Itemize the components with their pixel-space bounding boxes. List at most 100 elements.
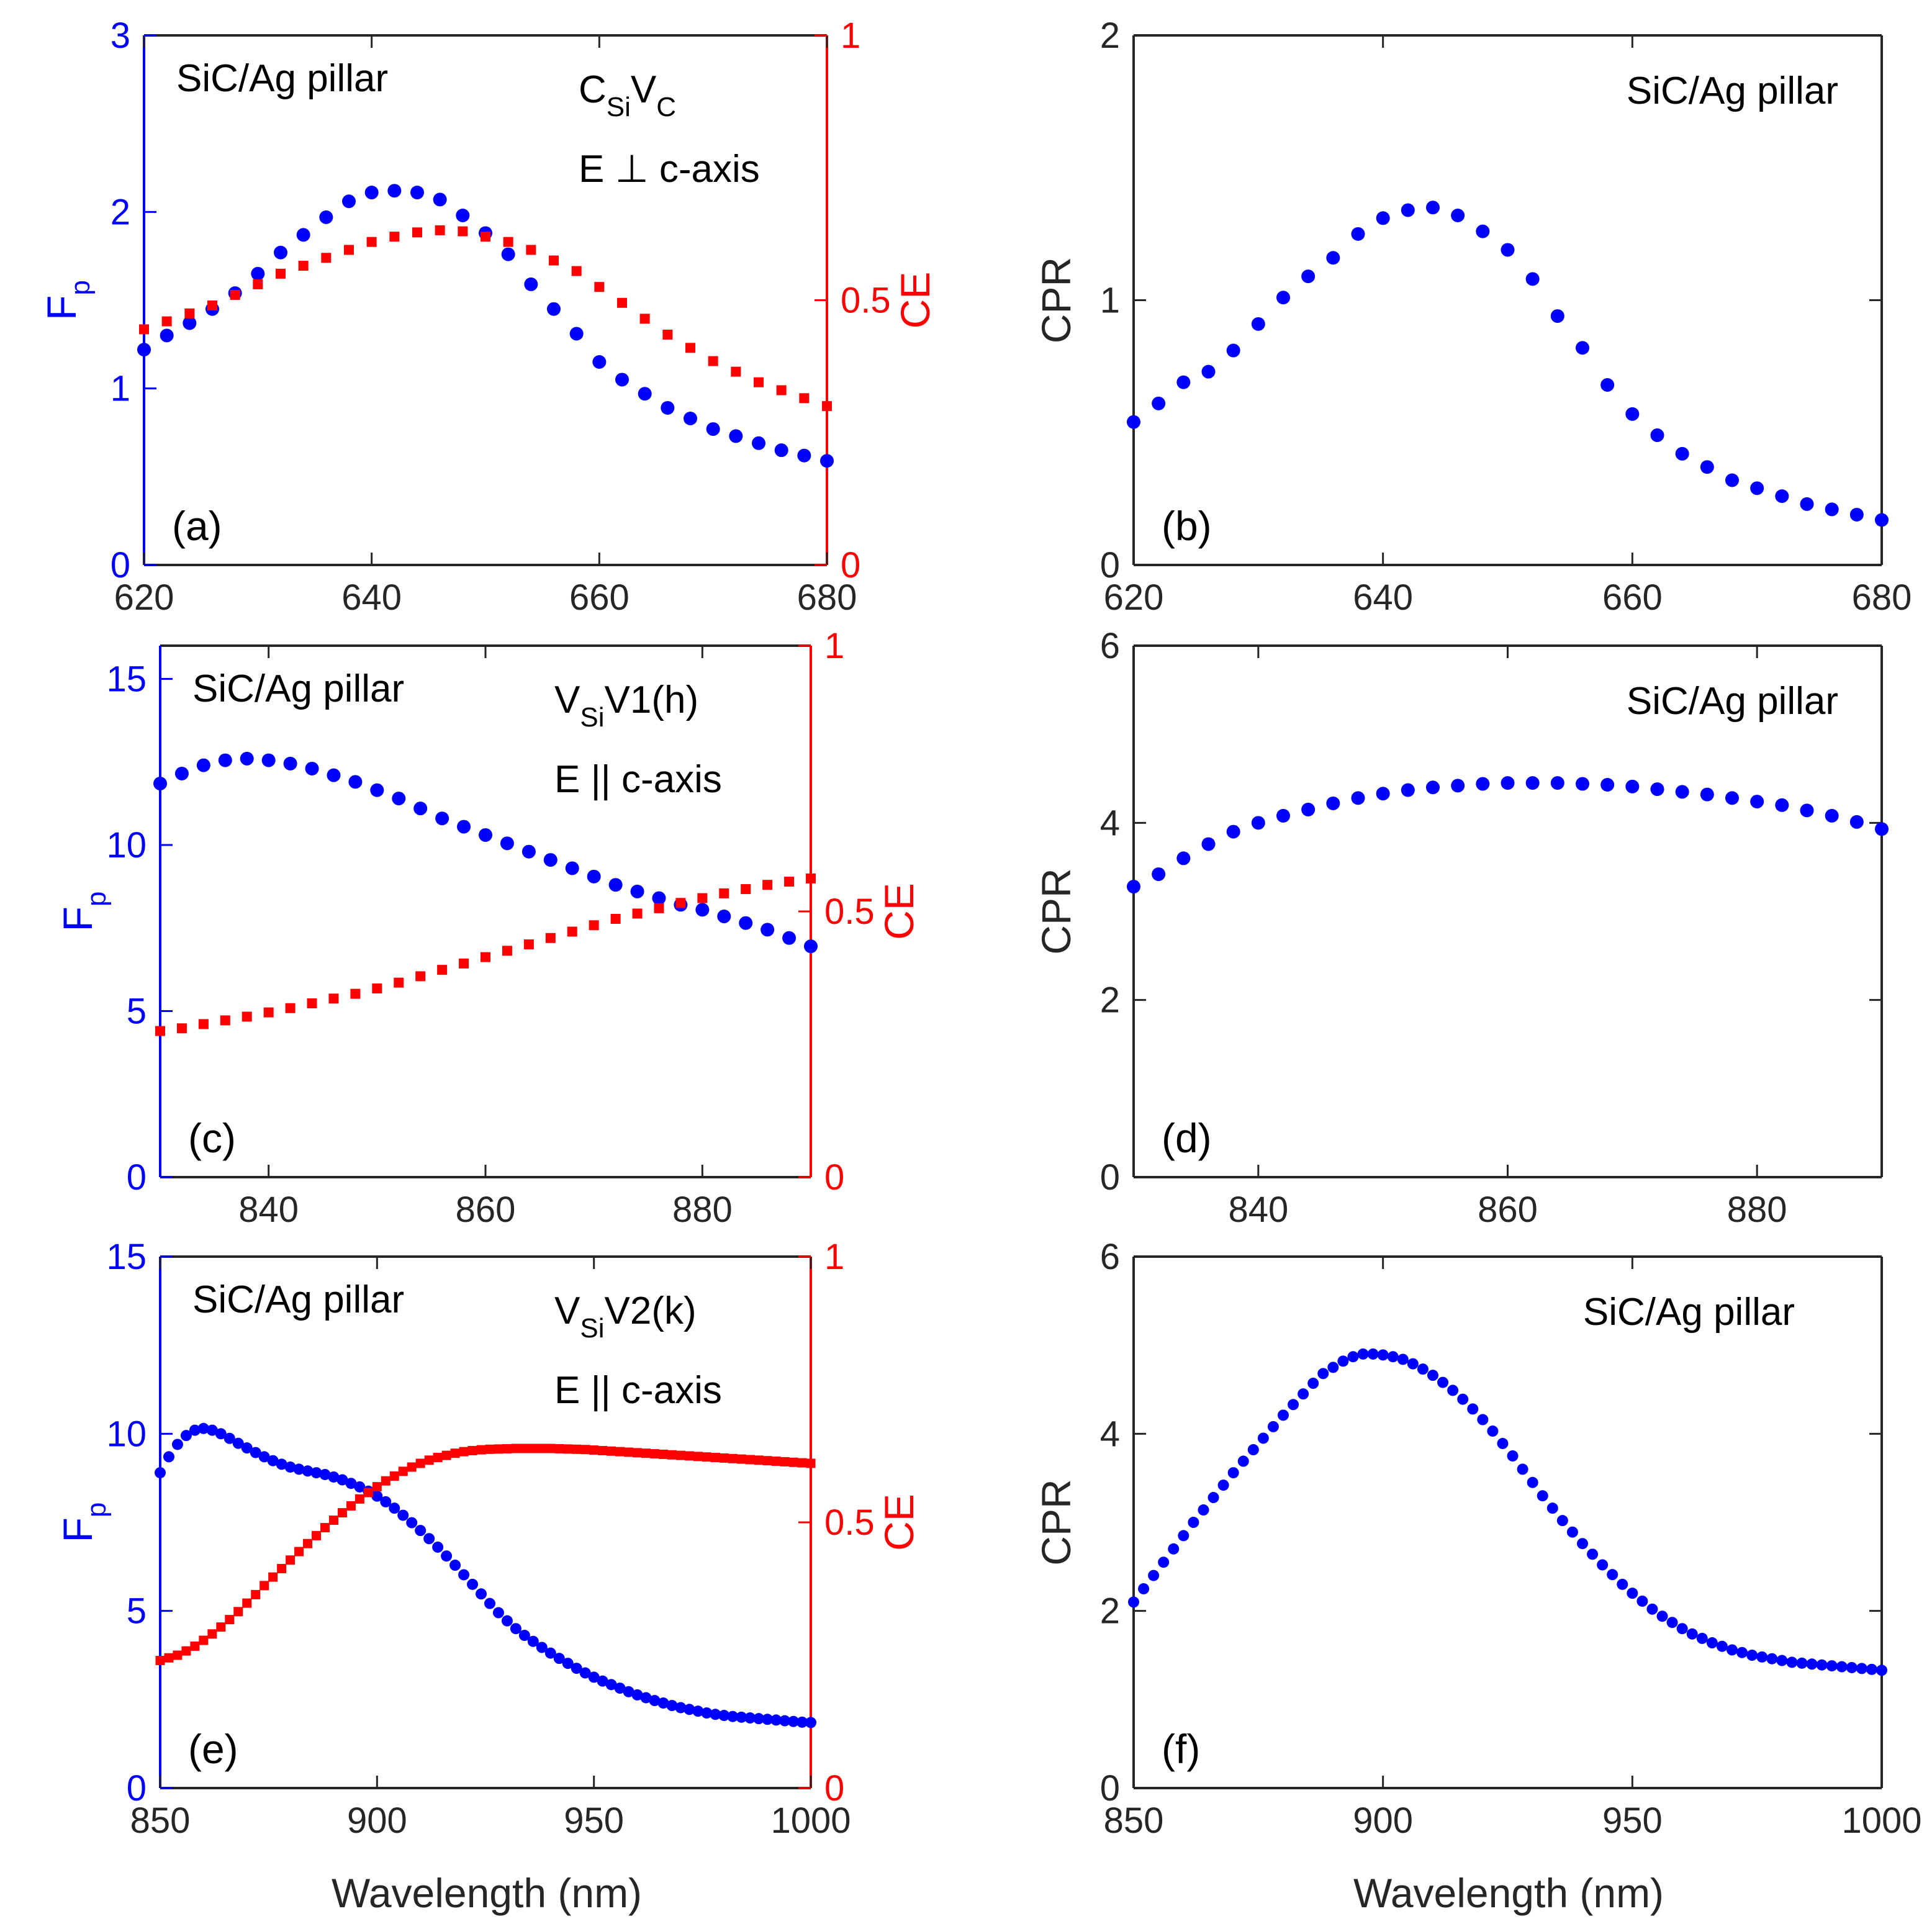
y-axis-label-fp: Fp xyxy=(38,280,96,320)
data-point-fp xyxy=(501,1615,513,1627)
x-axis-label-left: Wavelength (nm) xyxy=(332,1870,642,1916)
data-point-cpr xyxy=(1625,407,1640,421)
y-tick-label-left: 2 xyxy=(1100,16,1120,56)
data-point-fp xyxy=(484,1597,495,1609)
data-point-fp xyxy=(327,768,341,782)
y-tick-label-left: 6 xyxy=(1100,1237,1120,1277)
data-point-cpr xyxy=(1407,1358,1419,1370)
data-point-fp xyxy=(543,853,557,867)
data-point-fp xyxy=(406,1517,418,1529)
data-point-cpr xyxy=(1152,396,1166,410)
y-axis-label-fp-main: F xyxy=(38,296,84,320)
data-point-ce xyxy=(225,1615,235,1625)
data-point-ce xyxy=(415,971,426,982)
data-point-fp xyxy=(153,777,167,791)
data-point-fp xyxy=(180,1430,192,1442)
panel-f: 850 900 950 1000 0 2 4 6 CPR (f) SiC/Ag pillar xyxy=(1033,1237,1922,1841)
data-point-cpr xyxy=(1849,815,1864,829)
data-point-fp xyxy=(547,302,561,316)
series-ce xyxy=(139,225,832,412)
data-point-cpr xyxy=(1497,1438,1509,1450)
defect-main-1: V xyxy=(554,1290,580,1332)
data-point-fp xyxy=(692,1705,704,1717)
y-axis-label-fp: Fp xyxy=(55,1502,112,1543)
data-point-ce xyxy=(372,983,382,994)
x-tick-label: 950 xyxy=(1602,1800,1663,1841)
y-axis-label-fp-sub: p xyxy=(81,1502,112,1517)
x-tick-label: 660 xyxy=(569,577,630,618)
data-point-fp xyxy=(797,1716,808,1728)
data-point-fp xyxy=(770,1714,782,1726)
data-point-cpr xyxy=(1856,1663,1867,1674)
data-point-cpr xyxy=(1198,1504,1209,1516)
data-point-cpr xyxy=(1675,785,1689,799)
data-point-fp xyxy=(640,1692,652,1704)
data-point-ce xyxy=(654,903,664,913)
data-point-fp xyxy=(649,1695,661,1707)
data-point-ce xyxy=(467,1445,477,1455)
data-point-cpr xyxy=(1550,309,1564,323)
data-point-ce xyxy=(731,366,741,377)
x-tick-label: 680 xyxy=(1852,577,1912,618)
defect-main-2: V2(k) xyxy=(604,1290,696,1332)
data-point-cpr xyxy=(1127,880,1140,894)
y-axis-label-fp-main: F xyxy=(55,906,101,931)
y-tick-label-left: 15 xyxy=(106,659,147,700)
data-point-ce xyxy=(303,1538,313,1548)
data-point-ce xyxy=(481,952,490,962)
data-point-fp xyxy=(345,1478,357,1489)
data-point-ce xyxy=(459,958,469,969)
data-point-cpr xyxy=(1477,1414,1489,1425)
data-point-fp xyxy=(174,766,189,780)
data-point-cpr xyxy=(1686,1628,1698,1640)
data-point-ce xyxy=(230,289,240,300)
data-point-ce xyxy=(412,227,422,238)
data-point-fp xyxy=(467,1578,479,1590)
y-tick-label-left: 10 xyxy=(106,1414,147,1454)
data-point-ce xyxy=(242,1598,252,1608)
data-point-fp xyxy=(348,775,363,789)
data-point-fp xyxy=(283,756,297,770)
data-point-ce xyxy=(155,1026,165,1036)
x-tick-label: 880 xyxy=(1727,1190,1787,1230)
data-point-ce xyxy=(617,297,627,308)
x-tick-label: 640 xyxy=(341,577,402,618)
data-point-cpr xyxy=(1176,851,1191,865)
data-point-ce xyxy=(589,1445,599,1455)
data-point-fp xyxy=(500,836,514,851)
data-point-ce xyxy=(233,1607,243,1617)
panel-label: (a) xyxy=(172,503,222,549)
data-point-cpr xyxy=(1337,1355,1349,1367)
data-point-ce xyxy=(263,1007,274,1018)
data-point-ce xyxy=(253,279,263,289)
data-point-cpr xyxy=(1826,1660,1838,1672)
panel-b: 620 640 660 680 0 1 2 CPR (b) SiC/Ag pillar xyxy=(1033,16,1912,618)
data-point-ce xyxy=(198,1019,209,1029)
defect-label: VSiV1(h) xyxy=(554,679,698,733)
data-point-cpr xyxy=(1298,1388,1309,1400)
data-point-cpr xyxy=(1825,502,1839,517)
data-point-fp xyxy=(380,1496,392,1507)
data-point-ce xyxy=(415,1458,425,1468)
data-point-cpr xyxy=(1875,822,1889,836)
data-point-fp xyxy=(215,1428,227,1440)
y-tick-label-right: 0.5 xyxy=(841,281,891,321)
data-point-cpr xyxy=(1276,808,1290,823)
data-point-cpr xyxy=(1426,201,1440,215)
data-point-cpr xyxy=(1247,1444,1259,1456)
data-point-cpr xyxy=(1507,1450,1519,1461)
data-point-ce xyxy=(702,1452,711,1462)
data-point-ce xyxy=(736,1454,746,1464)
data-point-ce xyxy=(381,1476,390,1486)
x-tick-label: 840 xyxy=(238,1190,299,1230)
data-point-fp xyxy=(476,1588,487,1600)
data-point-cpr xyxy=(1546,1502,1558,1514)
data-point-ce xyxy=(806,1458,816,1468)
data-point-fp xyxy=(364,186,379,200)
data-point-cpr xyxy=(1775,489,1789,504)
data-point-ce xyxy=(389,1471,399,1481)
data-point-cpr xyxy=(1700,787,1714,802)
data-point-fp xyxy=(501,247,515,261)
data-point-fp xyxy=(336,1474,348,1486)
data-point-fp xyxy=(284,1461,296,1473)
